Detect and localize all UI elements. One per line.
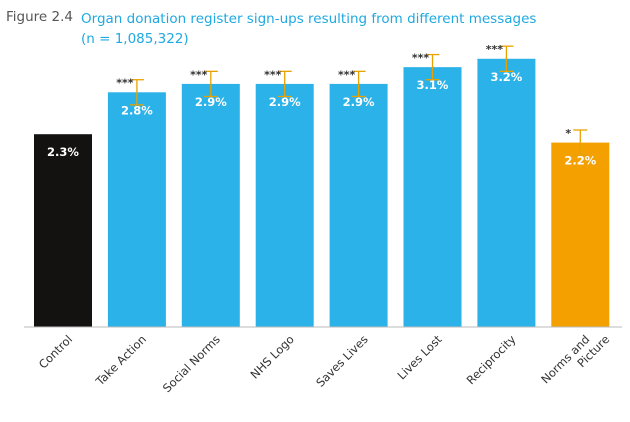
data-label: 3.2% (490, 70, 522, 84)
chart-title-line-1: Organ donation register sign-ups resulti… (81, 11, 537, 27)
bar (329, 83, 388, 327)
figure-label: Figure 2.4 (6, 9, 73, 25)
significance-marker: *** (264, 68, 282, 81)
data-label: 2.2% (564, 154, 596, 168)
data-label: 3.1% (417, 78, 449, 92)
significance-marker: *** (338, 68, 356, 81)
category-label: Reciprocity (464, 332, 519, 387)
category-label: Social Norms (160, 332, 223, 395)
bar (255, 83, 314, 327)
data-label: 2.9% (269, 95, 301, 109)
bar (181, 83, 240, 327)
significance-marker: *** (190, 68, 208, 81)
chart-title: Organ donation register sign-ups resulti… (81, 9, 536, 49)
data-label: 2.3% (47, 145, 79, 159)
significance-marker: * (565, 127, 571, 140)
bar (107, 92, 166, 327)
significance-marker: *** (412, 52, 430, 65)
category-label: Control (36, 332, 75, 371)
bar (551, 142, 610, 327)
bar (34, 134, 92, 327)
value-labels-group: 2.3% 2.8% 2.9% 2.9% 2.9% 3.1% 3.2% 2.2% (47, 70, 597, 168)
category-label: NHS Logo (247, 332, 296, 381)
error-bars-group (129, 45, 588, 156)
data-label: 2.8% (121, 103, 153, 117)
category-label: Lives Lost (395, 332, 445, 382)
category-labels-group: Control Take Action Social Norms NHS Logo Sa… (36, 322, 612, 396)
category-label: Take Action (92, 332, 149, 389)
category-label: Norms andPicture (538, 322, 612, 396)
bar (477, 58, 536, 327)
significance-group: ****** *** ********** (116, 43, 571, 140)
data-label: 2.9% (195, 95, 227, 109)
bar (403, 67, 462, 327)
significance-marker: *** (486, 43, 504, 56)
data-label: 2.9% (343, 95, 375, 109)
bars-group (34, 58, 610, 327)
significance-marker: *** (116, 77, 134, 90)
chart-subtitle: (n = 1,085,322) (81, 31, 189, 47)
category-label: Saves Lives (313, 332, 371, 390)
